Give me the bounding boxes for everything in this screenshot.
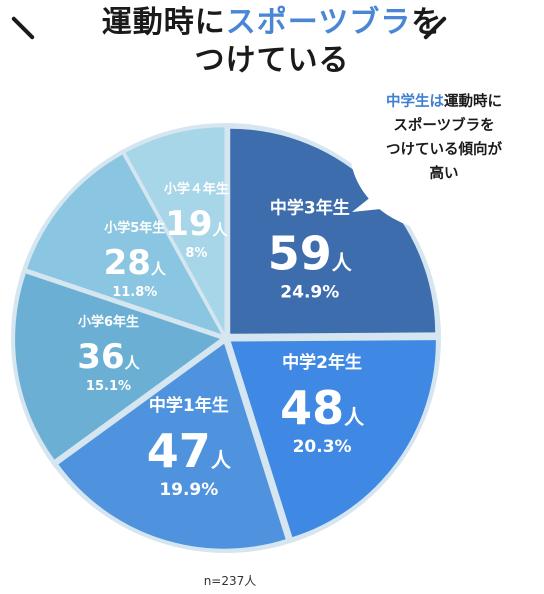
pie-slice-5 — [27, 154, 222, 335]
sample-size-note: n=237人 — [203, 574, 257, 588]
slice-percent-label: 15.1% — [86, 379, 131, 394]
slice-count-label: 47人 — [147, 424, 232, 478]
slice-percent-label: 8% — [185, 246, 207, 261]
slice-category-label: 中学2年生 — [282, 352, 362, 373]
title-accent: スポーツブラ — [225, 5, 412, 40]
slice-percent-label: 24.9% — [280, 283, 339, 303]
title-line-1: 運動時にスポーツブラを — [0, 4, 544, 42]
slice-category-label: 小学5年生 — [104, 220, 165, 236]
title-line-2: つけている — [194, 43, 350, 78]
speech-bubble-callout: 中学生は運動時に スポーツブラを つけている傾向が 高い — [348, 90, 540, 186]
pie-slice-6 — [125, 127, 225, 333]
callout-line-3: つけている傾向が — [386, 142, 502, 158]
pie-slice-label-5: 小学5年生 28人 11.8% — [104, 220, 167, 300]
slice-percent-label: 11.8% — [112, 285, 157, 300]
pie-slice-3 — [58, 343, 286, 549]
slice-count-label: 48人 — [280, 381, 365, 435]
pie-slice-1 — [230, 128, 436, 334]
slice-percent-label: 19.9% — [159, 480, 218, 500]
pie-slice-2 — [230, 340, 436, 538]
callout-line-4: 高い — [429, 166, 459, 182]
callout-line-2: スポーツブラを — [393, 118, 495, 134]
pie-slice-label-6: 小学４年生 19人 8% — [164, 181, 229, 261]
title-prefix: 運動時に — [101, 5, 226, 40]
chart-title: 運動時にスポーツブラを つけている — [0, 4, 544, 80]
pie-slice-label-4: 小学6年生 36人 15.1% — [77, 314, 140, 394]
pie-slice-4 — [15, 273, 221, 460]
slice-count-label: 36人 — [77, 337, 140, 377]
slice-count-label: 19人 — [165, 204, 228, 244]
callout-accent: 中学生は — [386, 94, 444, 110]
slice-count-label: 59人 — [268, 227, 353, 281]
slice-category-label: 中学1年生 — [149, 395, 229, 416]
slice-count-label: 28人 — [104, 243, 167, 283]
slice-percent-label: 20.3% — [293, 437, 352, 457]
slice-category-label: 中学3年生 — [270, 198, 350, 219]
slice-category-label: 小学6年生 — [78, 314, 139, 330]
slice-category-label: 小学４年生 — [164, 181, 229, 197]
speech-bubble — [350, 68, 542, 232]
callout-line-1: 運動時に — [444, 94, 502, 110]
